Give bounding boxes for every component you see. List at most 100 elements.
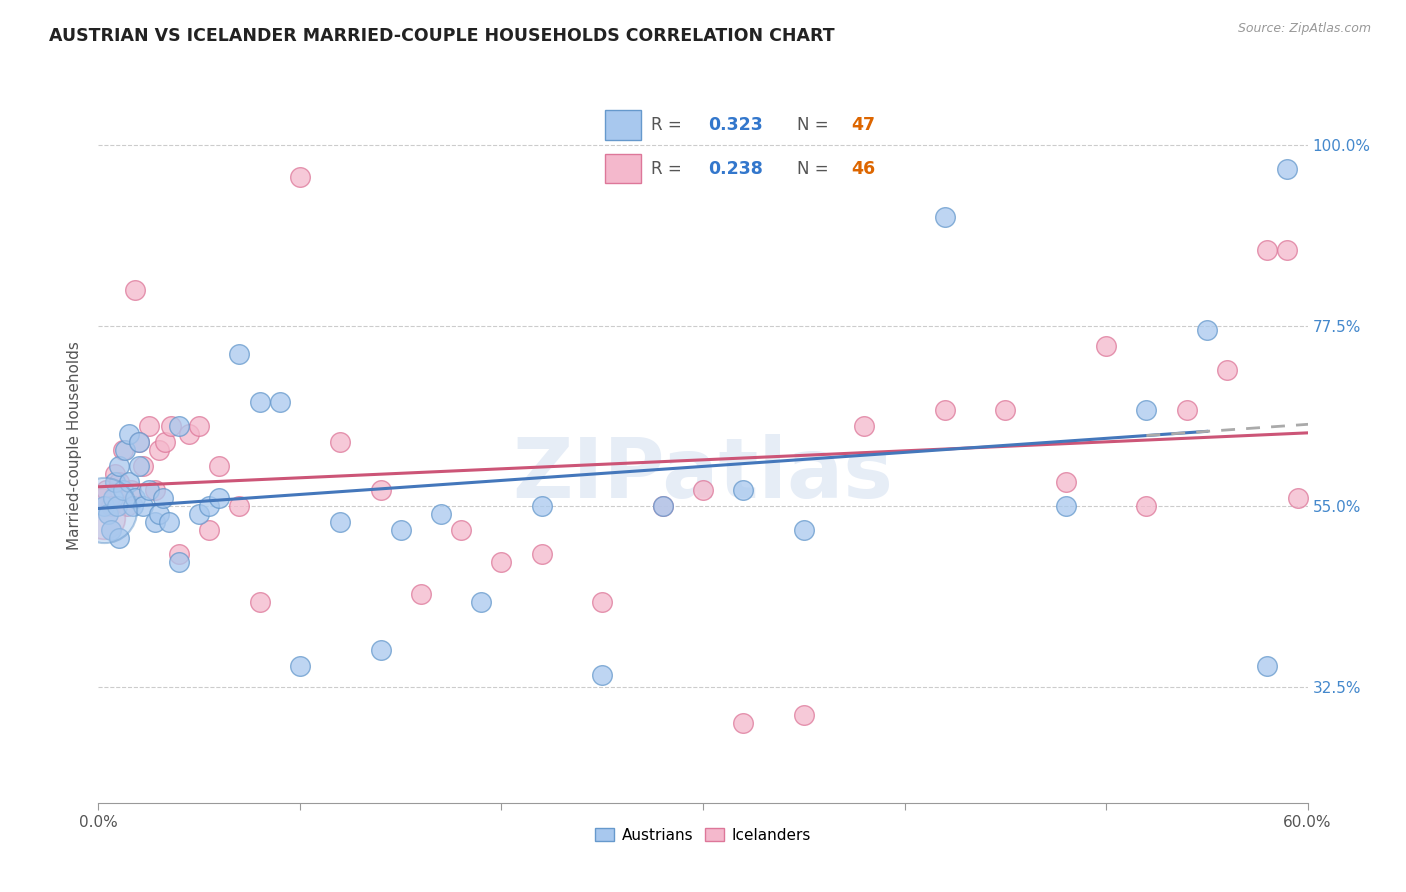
Point	[107, 475, 129, 489]
Point	[198, 499, 221, 513]
Point	[450, 523, 472, 537]
Point	[591, 595, 613, 609]
Point	[370, 643, 392, 657]
Point	[111, 442, 134, 457]
Point	[138, 419, 160, 434]
Point	[793, 523, 815, 537]
Point	[115, 499, 138, 513]
Point	[389, 523, 412, 537]
Point	[132, 458, 155, 473]
Point	[1277, 162, 1299, 177]
Point	[370, 483, 392, 497]
Point	[138, 483, 160, 497]
Point	[1175, 403, 1198, 417]
Point	[1054, 499, 1077, 513]
Point	[1195, 323, 1218, 337]
Point	[118, 427, 141, 442]
Point	[733, 715, 755, 730]
Point	[288, 659, 311, 673]
Point	[101, 491, 124, 505]
Text: Source: ZipAtlas.com: Source: ZipAtlas.com	[1237, 22, 1371, 36]
Point	[167, 419, 190, 434]
Point	[188, 419, 211, 434]
Point	[853, 419, 876, 434]
Point	[208, 491, 231, 505]
Point	[160, 419, 183, 434]
Point	[93, 511, 115, 525]
Text: ZIPatlas: ZIPatlas	[513, 434, 893, 515]
Point	[93, 499, 115, 513]
Point	[793, 707, 815, 722]
Point	[329, 515, 352, 529]
Point	[132, 499, 155, 513]
Y-axis label: Married-couple Households: Married-couple Households	[67, 342, 83, 550]
Point	[1095, 339, 1118, 353]
Point	[100, 499, 122, 513]
Point	[1256, 243, 1278, 257]
Point	[491, 555, 513, 569]
Point	[128, 435, 150, 450]
Point	[269, 395, 291, 409]
Point	[179, 427, 201, 442]
Point	[143, 483, 166, 497]
Point	[111, 483, 134, 497]
Point	[124, 283, 146, 297]
Point	[651, 499, 673, 513]
Point	[105, 499, 128, 513]
Point	[329, 435, 352, 450]
Point	[103, 475, 125, 489]
Point	[692, 483, 714, 497]
Point	[934, 211, 956, 225]
Point	[188, 507, 211, 521]
Point	[114, 442, 136, 457]
Point	[1256, 659, 1278, 673]
Point	[128, 435, 150, 450]
Point	[97, 507, 120, 521]
Point	[103, 467, 125, 481]
Point	[167, 555, 190, 569]
Point	[118, 475, 141, 489]
Point	[733, 483, 755, 497]
Point	[148, 507, 170, 521]
Point	[591, 667, 613, 681]
Text: AUSTRIAN VS ICELANDER MARRIED-COUPLE HOUSEHOLDS CORRELATION CHART: AUSTRIAN VS ICELANDER MARRIED-COUPLE HOU…	[49, 27, 835, 45]
Point	[1054, 475, 1077, 489]
Point	[198, 523, 221, 537]
Point	[128, 458, 150, 473]
Point	[107, 458, 129, 473]
Point	[934, 403, 956, 417]
Point	[167, 547, 190, 561]
Point	[470, 595, 492, 609]
Point	[1286, 491, 1309, 505]
Point	[1216, 363, 1239, 377]
Point	[249, 395, 271, 409]
Point	[430, 507, 453, 521]
Point	[143, 515, 166, 529]
Point	[1277, 243, 1299, 257]
Point	[228, 499, 250, 513]
Legend: Austrians, Icelanders: Austrians, Icelanders	[589, 822, 817, 848]
Point	[1135, 499, 1157, 513]
Point	[121, 499, 143, 513]
Point	[120, 483, 142, 497]
Point	[157, 515, 180, 529]
Point	[124, 491, 146, 505]
Point	[100, 523, 122, 537]
Point	[249, 595, 271, 609]
Point	[651, 499, 673, 513]
Point	[93, 503, 115, 517]
Point	[208, 458, 231, 473]
Point	[152, 491, 174, 505]
Point	[91, 491, 114, 505]
Point	[228, 347, 250, 361]
Point	[153, 435, 176, 450]
Point	[530, 547, 553, 561]
Point	[288, 170, 311, 185]
Point	[1135, 403, 1157, 417]
Point	[994, 403, 1017, 417]
Point	[409, 587, 432, 601]
Point	[96, 483, 118, 497]
Point	[107, 531, 129, 545]
Point	[530, 499, 553, 513]
Point	[148, 442, 170, 457]
